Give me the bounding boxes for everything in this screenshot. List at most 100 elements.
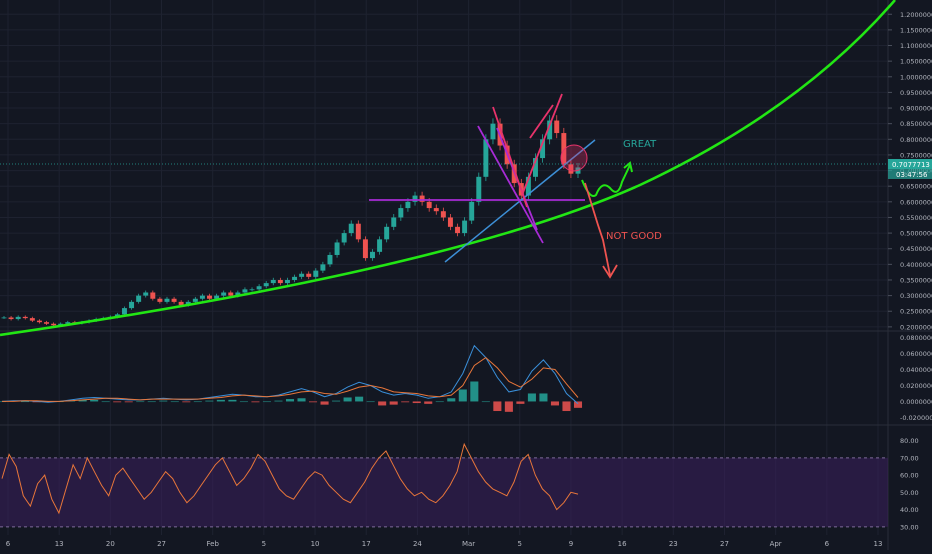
time-tick-label: 27 — [720, 540, 729, 548]
macd-line — [1, 344, 579, 405]
macd-histogram — [0, 381, 583, 412]
price-scale[interactable]: 1.20000000 1.15000000 1.10000000 1.05000000… — [888, 11, 932, 332]
candle-body — [462, 220, 468, 234]
wedge-line-right[interactable] — [521, 93, 563, 196]
candle-body — [263, 283, 269, 287]
macd-histogram-bar — [493, 401, 502, 412]
candle-body — [568, 164, 574, 174]
candle-body — [483, 139, 489, 177]
grid-lines — [0, 0, 888, 535]
time-tick-label: 17 — [362, 540, 371, 548]
price-tick-label: 0.35000000 — [900, 276, 932, 284]
candle-body — [249, 289, 255, 291]
candle-body — [469, 201, 475, 221]
time-tick-label: 13 — [874, 540, 883, 548]
time-tick-label: 27 — [157, 540, 166, 548]
price-tick-label: 0.65000000 — [900, 183, 932, 191]
macd-histogram-bar — [470, 381, 479, 402]
candle-body — [277, 279, 283, 284]
candle-body — [22, 316, 28, 319]
wedge-line-left[interactable] — [492, 106, 528, 208]
macd-histogram-bar — [355, 396, 364, 402]
wedge-line-top[interactable] — [529, 104, 554, 139]
candle-body — [136, 295, 142, 302]
candle-body — [270, 279, 276, 284]
price-tick-label: 0.30000000 — [900, 292, 932, 300]
candle-body — [398, 208, 404, 218]
time-tick-label: Mar — [462, 540, 475, 548]
price-tick-label: 0.55000000 — [900, 214, 932, 222]
macd-histogram-bar — [550, 401, 559, 406]
time-tick-label: 5 — [262, 540, 266, 548]
macd-scale[interactable]: 0.08000000 0.06000000 0.04000000 0.02000000… — [900, 334, 932, 422]
growth-curve-drawing[interactable] — [0, 0, 896, 337]
macd-tick-label: 0.00000000 — [900, 398, 932, 406]
bearish-arrow-head — [602, 264, 618, 279]
candle-body — [476, 176, 482, 202]
candle-body — [185, 301, 191, 305]
macd-histogram-bar — [366, 401, 375, 403]
candle-body — [221, 292, 227, 296]
time-axis[interactable]: 6 13 20 27 Feb 5 10 17 24 Mar 5 9 16 23 27 Apr 6 13 — [6, 540, 883, 548]
price-tick-label: 0.75000000 — [900, 151, 932, 159]
candle-body — [242, 289, 248, 293]
candle-body — [334, 242, 340, 255]
candle-body — [150, 292, 156, 299]
macd-histogram-bar — [320, 401, 329, 405]
time-tick-label: 23 — [669, 540, 678, 548]
highlight-circle[interactable] — [560, 144, 588, 172]
signal-line — [2, 356, 579, 402]
price-tick-label: 1.15000000 — [900, 26, 932, 34]
macd-histogram-bar — [136, 401, 145, 403]
macd-histogram-bar — [285, 399, 295, 402]
rsi-tick-label: 60.00 — [900, 472, 919, 480]
candle-body — [455, 226, 461, 234]
candle-body — [129, 301, 135, 309]
macd-histogram-bar — [378, 401, 387, 406]
candle-body — [447, 217, 453, 227]
bearish-path-arrow[interactable] — [584, 182, 611, 276]
price-tick-label: 0.85000000 — [900, 120, 932, 128]
annotation-not-good[interactable]: NOT GOOD — [606, 231, 662, 242]
candle-body — [36, 320, 42, 323]
time-tick-label: 13 — [55, 540, 64, 548]
candle-body — [306, 273, 312, 277]
macd-histogram-bar — [412, 401, 421, 404]
rsi-tick-label: 40.00 — [900, 506, 919, 514]
price-tick-label: 0.50000000 — [900, 230, 932, 238]
candle-body — [391, 217, 397, 227]
candle-body — [525, 176, 531, 196]
candle-body — [121, 308, 127, 315]
candle-body — [207, 295, 212, 299]
annotation-great[interactable]: GREAT — [623, 139, 657, 150]
macd-histogram-bar — [113, 401, 122, 403]
macd-histogram-bar — [539, 393, 548, 402]
macd-tick-label: 0.04000000 — [900, 366, 932, 374]
candle-body — [178, 301, 184, 305]
candle-body — [58, 323, 64, 326]
candle-body — [256, 286, 262, 290]
candle-body — [327, 254, 333, 265]
macd-histogram-bar — [481, 401, 490, 403]
macd-histogram-bar — [297, 398, 306, 402]
rsi-scale[interactable]: 80.00 70.00 60.00 50.00 40.00 30.00 — [900, 437, 919, 531]
descending-trendline-1[interactable] — [477, 125, 544, 244]
candle-body — [114, 314, 120, 317]
macd-histogram-bar — [124, 401, 133, 403]
macd-histogram-bar — [193, 401, 202, 403]
candle-body — [292, 276, 298, 280]
macd-histogram-bar — [101, 401, 110, 403]
countdown-label: 03:47:56 — [896, 171, 928, 179]
macd-histogram-bar — [447, 398, 456, 402]
time-tick-label: 9 — [569, 540, 573, 548]
candle-body — [341, 233, 347, 243]
price-tick-label: 0.90000000 — [900, 105, 932, 113]
bullish-path-arrow[interactable] — [581, 164, 631, 197]
macd-tick-label: 0.06000000 — [900, 350, 932, 358]
rsi-band — [0, 457, 888, 527]
macd-histogram-bar — [516, 401, 525, 404]
macd-histogram-bar — [424, 401, 433, 404]
candle-body — [8, 317, 14, 320]
